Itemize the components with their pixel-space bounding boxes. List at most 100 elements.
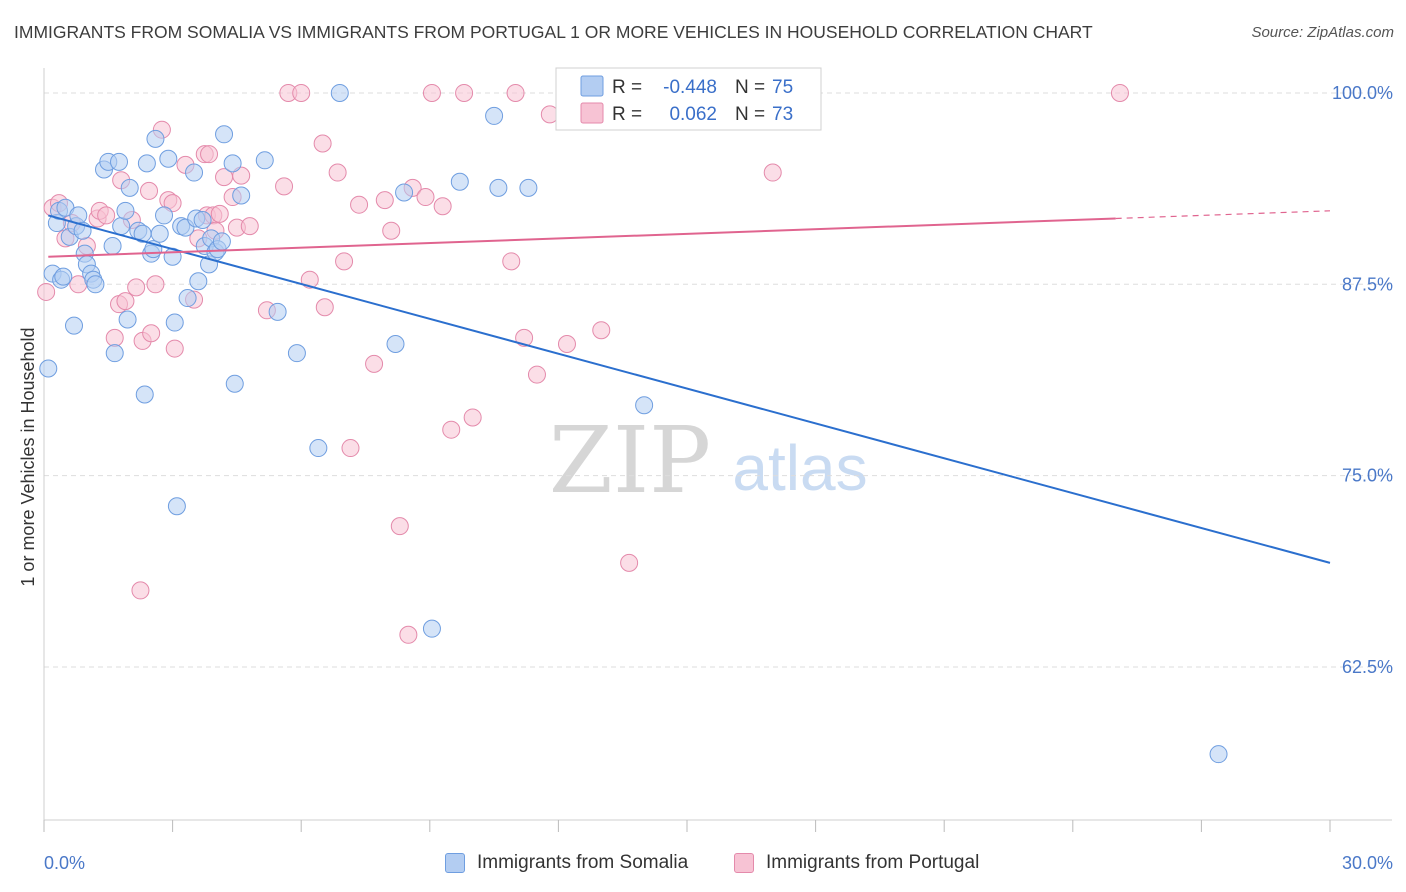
portugal-point — [275, 177, 294, 196]
portugal-point — [200, 145, 219, 164]
portugal-point — [763, 163, 782, 182]
portugal-point — [240, 217, 259, 236]
y-tick-label: 75.0% — [1342, 466, 1393, 486]
portugal-point — [37, 282, 56, 301]
somalia-point — [118, 310, 137, 329]
somalia-point — [112, 217, 131, 236]
portugal-point — [341, 439, 360, 458]
portugal-point — [365, 354, 384, 373]
stats-r-value-somalia: -0.448 — [663, 77, 717, 98]
stats-n-value-portugal: 73 — [772, 104, 793, 125]
portugal-point — [416, 188, 435, 207]
somalia-point — [193, 211, 212, 229]
somalia-point — [105, 344, 124, 363]
somalia-point — [120, 178, 139, 197]
somalia-point — [185, 163, 204, 182]
somalia-point — [103, 237, 122, 256]
portugal-point — [515, 328, 534, 347]
somalia-point — [137, 154, 156, 173]
portugal-point — [399, 625, 418, 644]
somalia-point — [225, 374, 244, 393]
portugal-point — [502, 252, 521, 271]
portugal-trend-extension — [1115, 210, 1331, 220]
y-tick-label: 87.5% — [1342, 274, 1393, 294]
watermark-zip: ZIP — [549, 407, 711, 514]
legend-item-somalia[interactable]: Immigrants from Somalia — [445, 852, 688, 874]
source-credit: Source: ZipAtlas.com — [1251, 24, 1394, 41]
somalia-point — [39, 359, 58, 378]
portugal-point — [442, 420, 461, 439]
somalia-point — [255, 151, 274, 170]
somalia-point — [232, 186, 251, 205]
portugal-point — [557, 334, 576, 353]
portugal-point — [620, 553, 639, 572]
somalia-point — [489, 178, 508, 197]
watermark-atlas: atlas — [732, 432, 867, 504]
stats-n-label-portugal: N = — [735, 104, 765, 125]
portugal-point — [116, 292, 135, 311]
somalia-point — [519, 178, 538, 197]
portugal-point — [300, 270, 319, 289]
stats-n-label-somalia: N = — [735, 77, 765, 98]
somalia-point — [287, 344, 306, 363]
y-tick-label: 62.5% — [1342, 657, 1393, 677]
portugal-point — [1110, 83, 1129, 102]
portugal-point — [142, 324, 161, 343]
somalia-point — [635, 396, 654, 415]
legend-item-portugal[interactable]: Immigrants from Portugal — [734, 852, 979, 874]
somalia-point — [65, 316, 84, 335]
stats-r-label-portugal: R = — [612, 104, 642, 125]
axes — [43, 68, 1392, 832]
portugal-point — [105, 328, 124, 347]
portugal-point — [335, 252, 354, 271]
portugal-point — [232, 166, 251, 185]
portugal-point — [382, 221, 401, 240]
portugal-point — [165, 339, 184, 358]
somalia-point — [189, 272, 208, 291]
stats-r-value-portugal: 0.062 — [669, 104, 717, 125]
portugal-point — [433, 197, 452, 216]
legend-label-somalia: Immigrants from Somalia — [477, 852, 689, 873]
chart-title: IMMIGRANTS FROM SOMALIA VS IMMIGRANTS FR… — [14, 22, 1093, 42]
stats-legend-swatch-portugal — [580, 102, 604, 124]
portugal-trend-line — [48, 217, 1116, 258]
stats-legend: R = -0.448 N = 75 R = 0.062 N = 73 — [555, 67, 822, 131]
somalia-point — [422, 619, 441, 638]
somalia-point — [54, 267, 73, 286]
legend-label-portugal: Immigrants from Portugal — [766, 852, 980, 873]
somalia-point — [167, 497, 186, 516]
somalia-point — [1209, 745, 1228, 764]
somalia-point — [135, 385, 154, 404]
portugal-point — [375, 191, 394, 210]
legend-swatch-portugal — [734, 853, 754, 873]
somalia-points — [39, 83, 1228, 764]
portugal-point — [592, 321, 611, 340]
stats-legend-swatch-somalia — [580, 75, 604, 97]
portugal-point — [422, 83, 441, 102]
portugal-point — [127, 278, 146, 297]
x-tick-label-min: 0.0% — [44, 853, 85, 873]
portugal-point — [210, 204, 229, 223]
legend-swatch-somalia — [445, 853, 465, 873]
portugal-point — [455, 83, 474, 102]
somalia-point — [178, 289, 197, 308]
watermark: ZIP atlas — [549, 407, 868, 514]
somalia-point — [386, 334, 405, 353]
stats-n-value-somalia: 75 — [772, 77, 793, 98]
somalia-trend-line — [48, 214, 1331, 564]
somalia-point — [485, 106, 504, 125]
portugal-point — [131, 581, 150, 600]
somalia-point — [268, 302, 287, 321]
y-axis-label: 1 or more Vehicles in Household — [18, 327, 38, 586]
somalia-point — [116, 201, 135, 220]
somalia-point — [150, 224, 169, 243]
somalia-point — [146, 129, 165, 148]
somalia-point — [159, 149, 178, 168]
somalia-point — [395, 183, 414, 202]
portugal-point — [350, 195, 369, 214]
portugal-point — [463, 408, 482, 427]
portugal-point — [163, 194, 182, 213]
somalia-point — [330, 83, 349, 102]
x-tick-labels: 0.0% 30.0% — [44, 853, 1393, 873]
